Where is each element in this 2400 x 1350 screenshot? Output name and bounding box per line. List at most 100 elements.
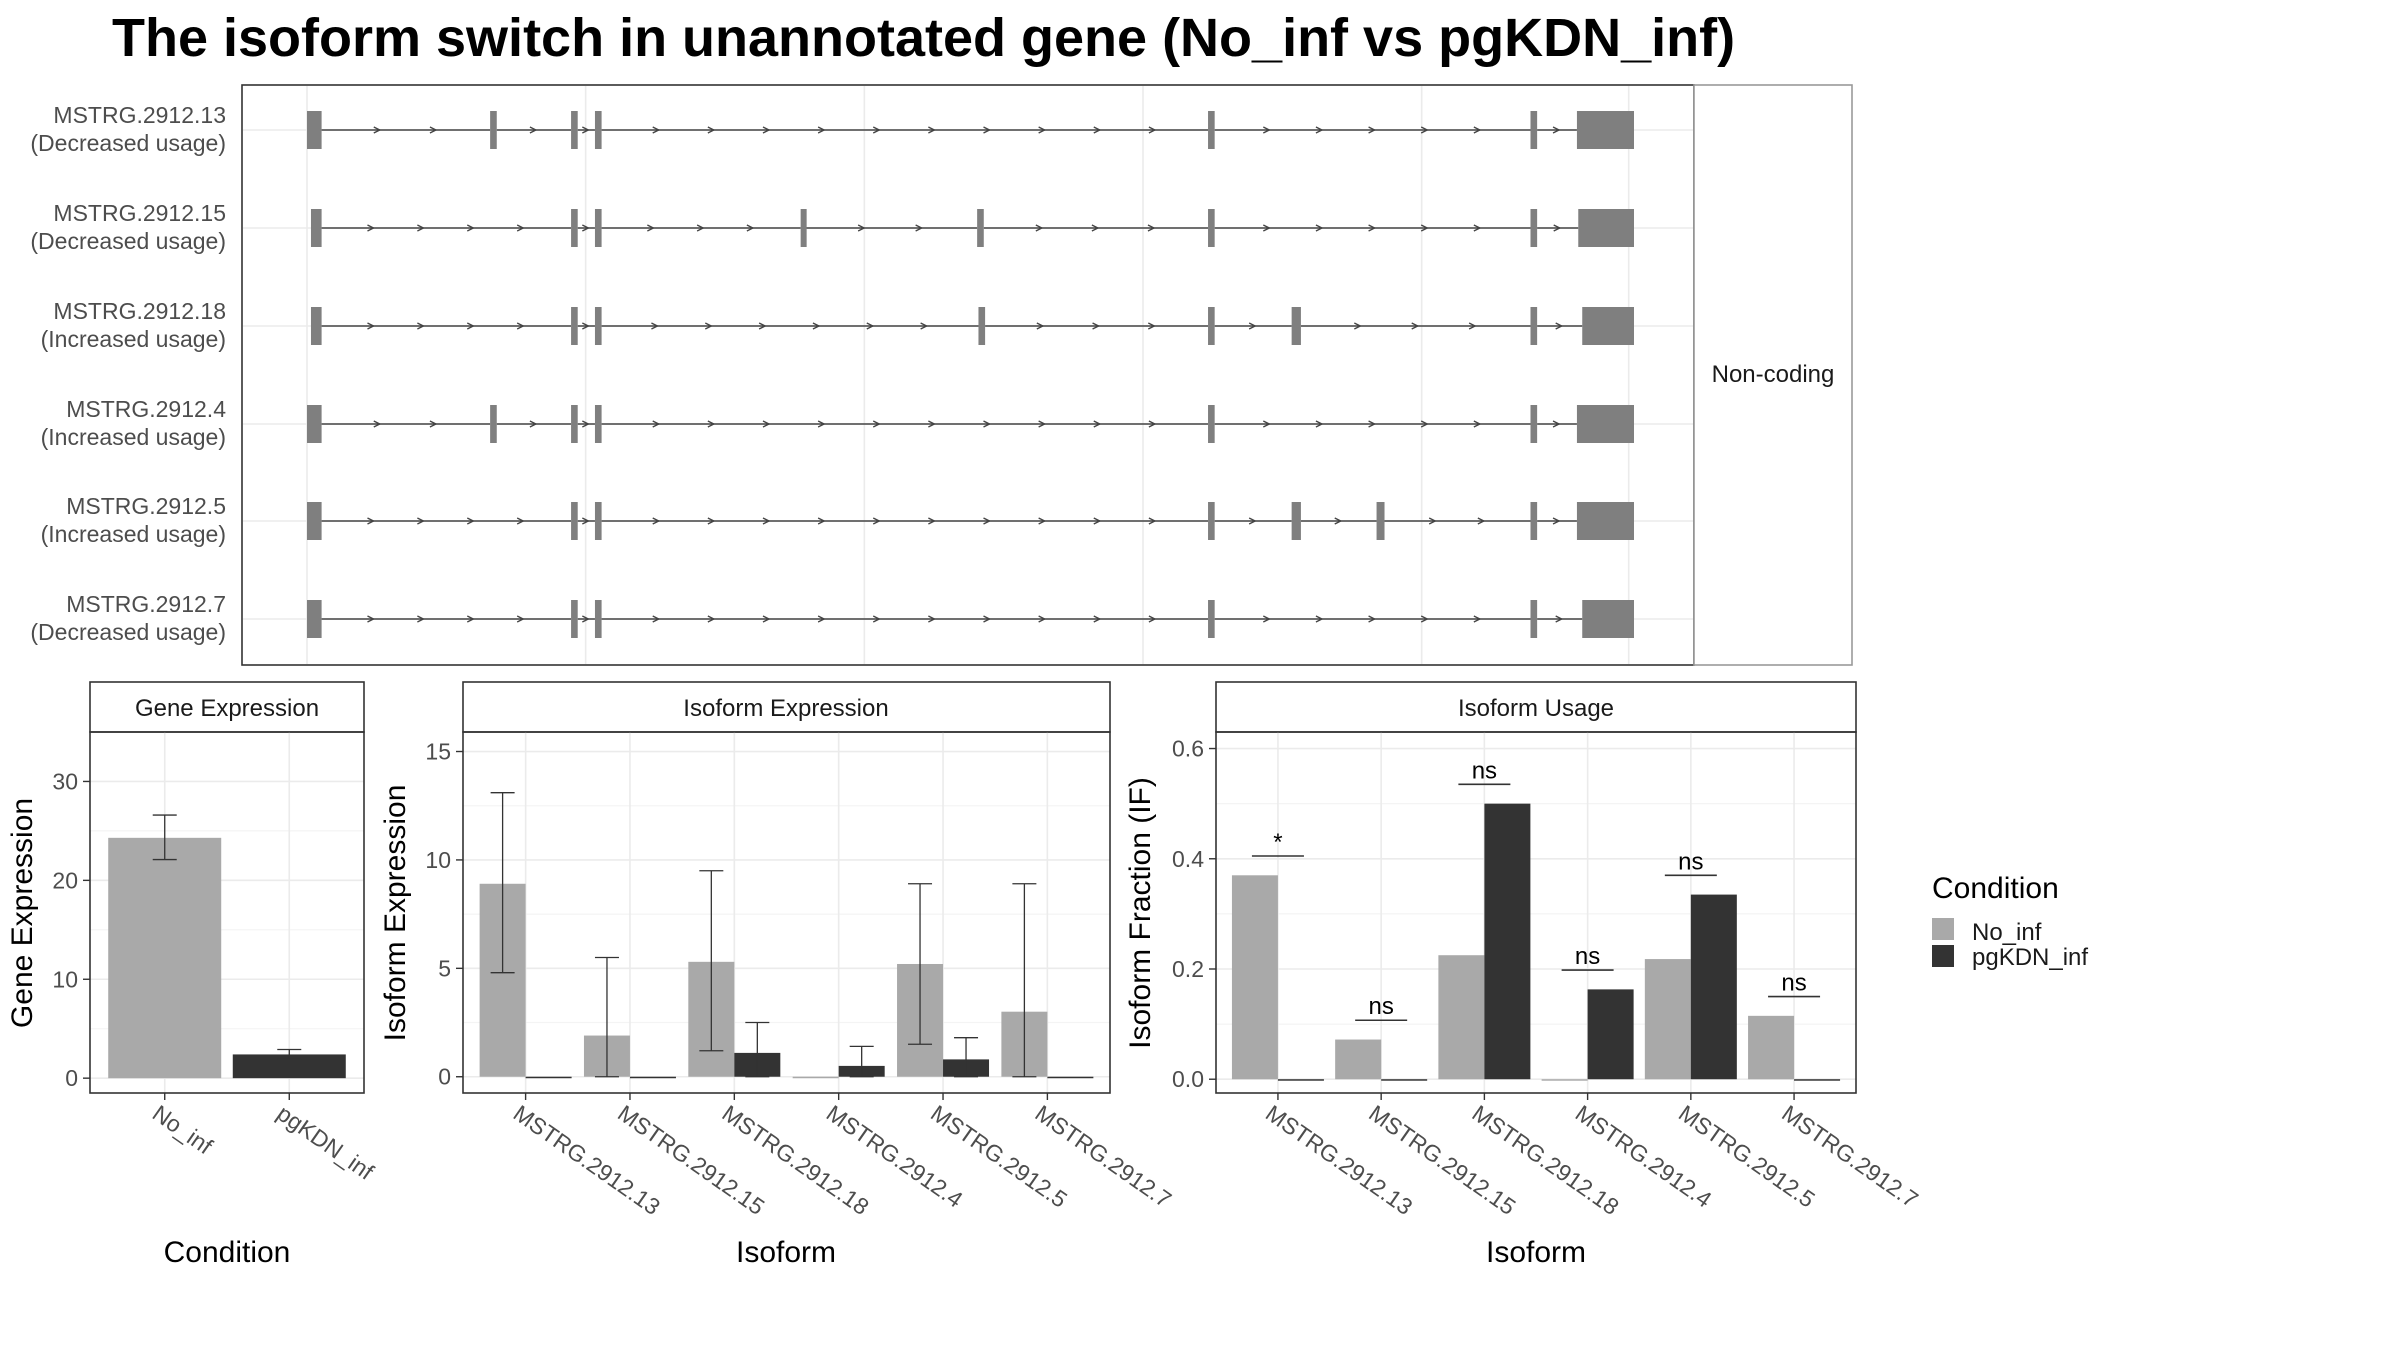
- transcript-id-label: MSTRG.2912.4: [66, 396, 226, 422]
- exon-block: [1530, 502, 1538, 540]
- intron-arrow: [1420, 420, 1429, 428]
- intron-arrow: [1555, 322, 1564, 330]
- isoform-usage-strip-label: Isoform Usage: [1458, 695, 1614, 722]
- exon-block: [571, 111, 578, 149]
- exon-block: [594, 405, 602, 443]
- isoform-usage-ylabel: Isoform Fraction (IF): [1124, 777, 1157, 1049]
- intron-arrow: [1553, 224, 1562, 232]
- intron-arrow: [1038, 420, 1047, 428]
- bar: [1335, 1039, 1382, 1080]
- bar: [1541, 1079, 1588, 1081]
- bar: [1047, 1076, 1094, 1079]
- bar: [1690, 894, 1737, 1080]
- bar: [1748, 1015, 1795, 1080]
- intron-arrow: [417, 224, 425, 232]
- bar: [629, 1076, 676, 1079]
- intron-arrow: [1368, 126, 1377, 134]
- intron-arrow: [429, 420, 438, 428]
- intron-arrow: [915, 224, 924, 232]
- exon-block: [977, 209, 984, 247]
- significance-label: ns: [1575, 943, 1600, 970]
- isoform-expression-xlabel: Isoform: [736, 1236, 836, 1269]
- exon-block: [1530, 405, 1538, 443]
- intron-arrow: [1093, 420, 1102, 428]
- y-tick-label: 10: [52, 966, 78, 992]
- isoform-usage-xlabel: Isoform: [1486, 1236, 1586, 1269]
- intron-arrow: [707, 126, 716, 134]
- intron-arrow: [516, 517, 525, 525]
- x-tick-label: No_inf: [148, 1100, 218, 1160]
- exon-block: [594, 111, 602, 149]
- intron-arrow: [651, 322, 659, 330]
- y-tick-label: 10: [425, 847, 451, 873]
- transcript-id-label: MSTRG.2912.15: [53, 200, 226, 226]
- exon-block: [1208, 600, 1215, 638]
- intron-arrow: [466, 322, 475, 330]
- exon-block: [571, 405, 578, 443]
- intron-arrow: [1262, 615, 1271, 623]
- intron-arrow: [704, 322, 713, 330]
- intron-arrow: [872, 517, 881, 525]
- gene-expression-strip-label: Gene Expression: [135, 695, 319, 722]
- exon-block: [1208, 209, 1215, 247]
- intron-arrow: [1368, 615, 1377, 623]
- exon-block: [307, 111, 322, 149]
- intron-arrow: [696, 224, 705, 232]
- exon-block: [571, 600, 578, 638]
- exon-block: [307, 502, 322, 540]
- intron-arrow: [928, 615, 936, 623]
- intron-arrow: [1147, 224, 1156, 232]
- y-tick-label: 0.6: [1172, 736, 1204, 762]
- intron-arrow: [1262, 126, 1271, 134]
- intron-arrow: [707, 517, 716, 525]
- intron-arrow: [872, 420, 881, 428]
- y-tick-label: 20: [52, 867, 78, 893]
- significance-label: ns: [1781, 970, 1806, 997]
- intron-arrow: [928, 420, 936, 428]
- transcript-usage-label: (Decreased usage): [30, 130, 226, 156]
- intron-arrow: [373, 420, 382, 428]
- intron-arrow: [1315, 224, 1324, 232]
- intron-arrow: [516, 322, 525, 330]
- intron-arrow: [1368, 224, 1377, 232]
- intron-arrow: [1248, 322, 1257, 330]
- exon-block: [1376, 502, 1385, 540]
- intron-arrow: [1038, 517, 1047, 525]
- intron-arrow: [429, 126, 438, 134]
- intron-arrow: [1473, 615, 1482, 623]
- intron-arrow: [373, 126, 382, 134]
- intron-arrow: [652, 517, 661, 525]
- intron-arrow: [817, 420, 826, 428]
- intron-arrow: [529, 126, 538, 134]
- isoform-expression-ylabel: Isoform Expression: [379, 785, 412, 1042]
- legend-label-pgkdn-inf: pgKDN_inf: [1972, 944, 2088, 971]
- intron-arrow: [1420, 224, 1429, 232]
- intron-arrow: [928, 517, 936, 525]
- intron-arrow: [582, 615, 590, 623]
- transcript-id-label: MSTRG.2912.13: [53, 102, 226, 128]
- intron-arrow: [707, 420, 716, 428]
- intron-arrow: [582, 517, 590, 525]
- intron-arrow: [812, 322, 821, 330]
- intron-arrow: [1262, 420, 1271, 428]
- exon-block: [571, 209, 578, 247]
- intron-arrow: [417, 322, 425, 330]
- isoform-expression-strip: [462, 681, 1111, 733]
- y-tick-label: 5: [438, 955, 451, 981]
- gene-expression-panel: Gene Expression 0 10 20 30 No_inf pgKDN_inf C…: [6, 681, 379, 1269]
- exon-block: [1576, 502, 1634, 540]
- exon-block: [1208, 111, 1215, 149]
- bar: [1438, 955, 1485, 1080]
- exon-block: [594, 600, 602, 638]
- intron-arrow: [983, 126, 992, 134]
- exon-block: [594, 502, 602, 540]
- exon-block: [490, 111, 497, 149]
- transcript-row: MSTRG.2912.4(Increased usage): [41, 396, 1634, 450]
- exon-block: [1208, 307, 1215, 345]
- intron-arrow: [1148, 517, 1157, 525]
- legend-title: Condition: [1932, 872, 2059, 905]
- intron-arrow: [762, 615, 771, 623]
- intron-arrow: [466, 517, 475, 525]
- intron-arrow: [582, 126, 590, 134]
- intron-arrow: [983, 517, 992, 525]
